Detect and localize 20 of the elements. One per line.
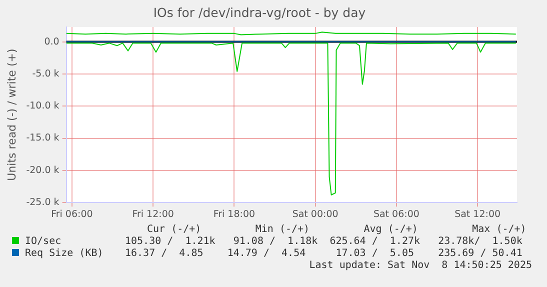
y-tick-label: -15.0 k: [26, 132, 60, 144]
text: Cur (-/+) Min (-/+) Avg (-/+) Max (-/+): [147, 224, 526, 235]
text: Last update: Sat Nov 8 14:50:25 2025: [309, 260, 532, 271]
x-tick-label: Fri 06:00: [51, 208, 93, 220]
chart-title: IOs for /dev/indra-vg/root - by day: [153, 4, 366, 20]
x-tick-label: Sat 00:00: [292, 208, 338, 220]
y-tick-label: -10.0 k: [26, 100, 60, 112]
y-tick-label: -20.0 k: [26, 164, 60, 176]
x-tick-label: Fri 12:00: [132, 208, 174, 220]
x-tick-label: Sat 12:00: [454, 208, 501, 220]
text: 105.30 / 1.21k 91.08 / 1.18k 625.64 / 1.27k 23.78k/ 1.50k: [125, 236, 522, 247]
y-tick-label: -5.0 k: [32, 68, 60, 80]
legend-label: Req Size (KB): [25, 248, 104, 259]
y-tick-label: -25.0 k: [26, 197, 60, 208]
legend-label: IO/sec: [25, 236, 62, 247]
x-tick-label: Sat 06:00: [373, 208, 420, 220]
y-axis-title: Units read (-) / write (+): [5, 48, 18, 181]
x-tick-label: Fri 18:00: [213, 208, 256, 220]
text: 16.37 / 4.85 14.79 / 4.54 17.03 / 5.05 235.69 / 50.41: [125, 248, 522, 259]
y-tick-label: 0.0: [44, 36, 60, 48]
